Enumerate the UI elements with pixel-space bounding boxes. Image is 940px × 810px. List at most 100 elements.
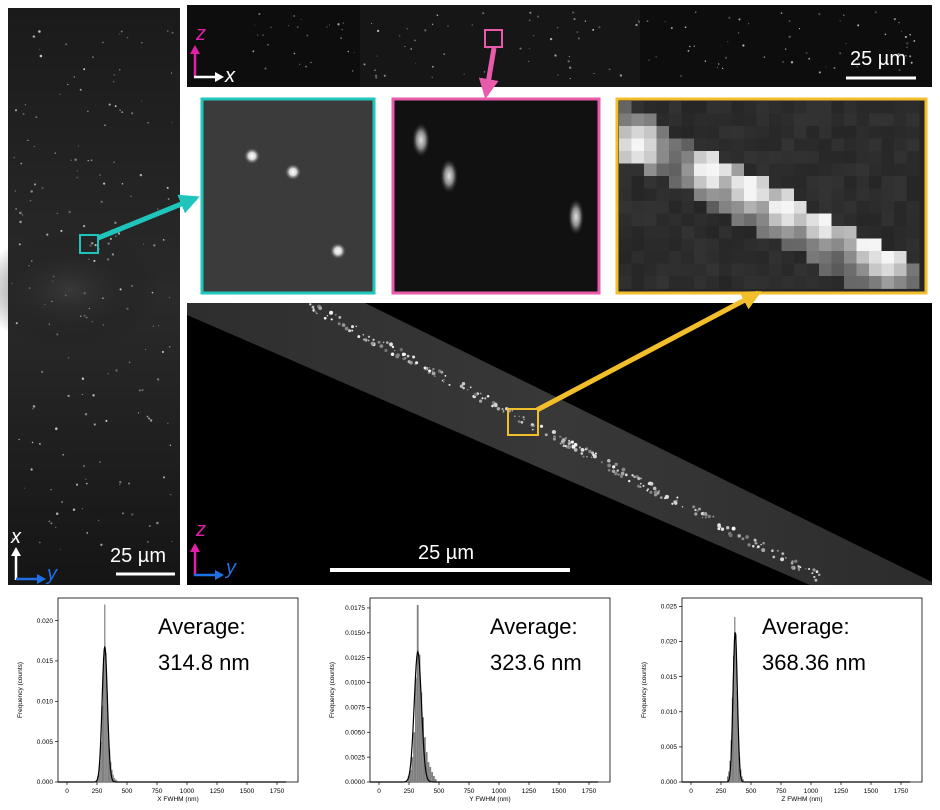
bead-speck [148, 417, 150, 420]
bead-speck [551, 430, 556, 434]
inset-pixel [669, 276, 682, 289]
bead-speck [390, 352, 395, 357]
bead-speck [432, 65, 434, 68]
bead-speck [772, 555, 776, 559]
bead-speck [613, 471, 618, 476]
bead-speck [704, 516, 707, 519]
bead-speck [348, 329, 352, 333]
inset-pixel [619, 176, 632, 189]
inset-pixel [756, 126, 770, 139]
inset-pixel [781, 251, 795, 264]
inset-pixel [856, 176, 870, 189]
bead-speck [415, 361, 419, 365]
bead-speck [635, 23, 638, 27]
inset-pixel [869, 201, 882, 214]
inset-pixel [894, 201, 907, 214]
pink-inset-border [391, 97, 601, 295]
bead-speck [731, 526, 736, 531]
bead-speck [341, 323, 346, 327]
histogram-bar [112, 774, 114, 782]
bead-speck [111, 253, 115, 256]
inset-pixel [794, 226, 807, 239]
inset-pixel [631, 138, 645, 152]
inset-pixel [869, 163, 882, 177]
inset-pixel [794, 151, 807, 164]
bead-speck [113, 74, 115, 76]
inset-pixel [844, 188, 857, 202]
bead-speck [522, 416, 525, 419]
bead-speck [717, 527, 721, 531]
inset-pixel [819, 263, 832, 277]
bead-speck [857, 24, 860, 27]
bead-speck [532, 34, 535, 37]
bead-speck [68, 210, 71, 214]
plot-frame [369, 597, 611, 783]
y-tick-label: 0.010 [37, 698, 54, 705]
top-x-axis-head [215, 72, 224, 82]
bead-speck [701, 516, 704, 519]
inset-pixel [894, 126, 907, 139]
bead-speck [818, 71, 821, 74]
bead-speck [131, 513, 134, 516]
bead-speck [270, 26, 272, 28]
inset-pixel [644, 176, 657, 189]
bead-speck [642, 484, 645, 487]
bead-speck [362, 334, 365, 336]
bead-speck [655, 56, 657, 58]
bead-speck [532, 428, 534, 431]
bead-speck [138, 389, 141, 392]
bead-speck [88, 258, 90, 260]
bead-speck [32, 405, 36, 408]
inset-pixel [744, 238, 757, 252]
inset-pixel [694, 138, 707, 152]
inset-pixel [831, 101, 845, 114]
inset-pixel [681, 163, 695, 177]
bead-speck [776, 549, 779, 552]
x-axis-label: X FWHM (nm) [157, 796, 199, 803]
bead-speck [137, 412, 140, 414]
inset-pixel [631, 263, 645, 277]
gaussian-fit-curve [58, 646, 286, 783]
bottom-y-axis-head [215, 570, 224, 580]
bead-speck [330, 318, 333, 321]
bead-speck [518, 415, 520, 418]
bead-speck [109, 237, 112, 240]
x-tick-label: 1000 [492, 788, 507, 795]
bead-speck [652, 486, 657, 491]
bead-speck [372, 338, 375, 341]
bead-speck [33, 183, 37, 186]
bead-speck [167, 30, 169, 32]
bead-speck [638, 21, 640, 23]
bead-speck [39, 48, 41, 50]
bead-speck [694, 508, 697, 512]
inset-pixel [769, 126, 782, 139]
bead-speck [131, 284, 134, 287]
inset-pixel [656, 101, 670, 114]
bead-speck [617, 473, 620, 476]
bead-speck [55, 512, 59, 515]
inset-pixel [894, 101, 907, 114]
bead-speck [407, 360, 411, 364]
histogram-bar [98, 773, 100, 782]
bead-speck [528, 48, 530, 50]
bead-speck [906, 42, 909, 45]
inset-pixel [681, 213, 695, 227]
gaussian-fit-curve [682, 632, 910, 783]
inset-pixel [644, 213, 657, 227]
bead-speck [582, 455, 585, 458]
bead-speck [742, 44, 745, 47]
bead-speck [843, 14, 845, 16]
inset-pixel [831, 151, 845, 164]
inset-pixel [631, 176, 645, 189]
inset-pixel [794, 188, 807, 202]
inset-pixel [831, 213, 845, 227]
bead-speck [168, 346, 171, 348]
bead-speck [357, 335, 361, 339]
inset-pixel [869, 188, 882, 202]
inset-pixel [706, 188, 720, 202]
bead-speck [41, 187, 44, 190]
bead-speck [443, 53, 446, 55]
bead-speck [621, 467, 626, 472]
bead-speck [528, 19, 531, 22]
bead-speck [375, 76, 378, 79]
